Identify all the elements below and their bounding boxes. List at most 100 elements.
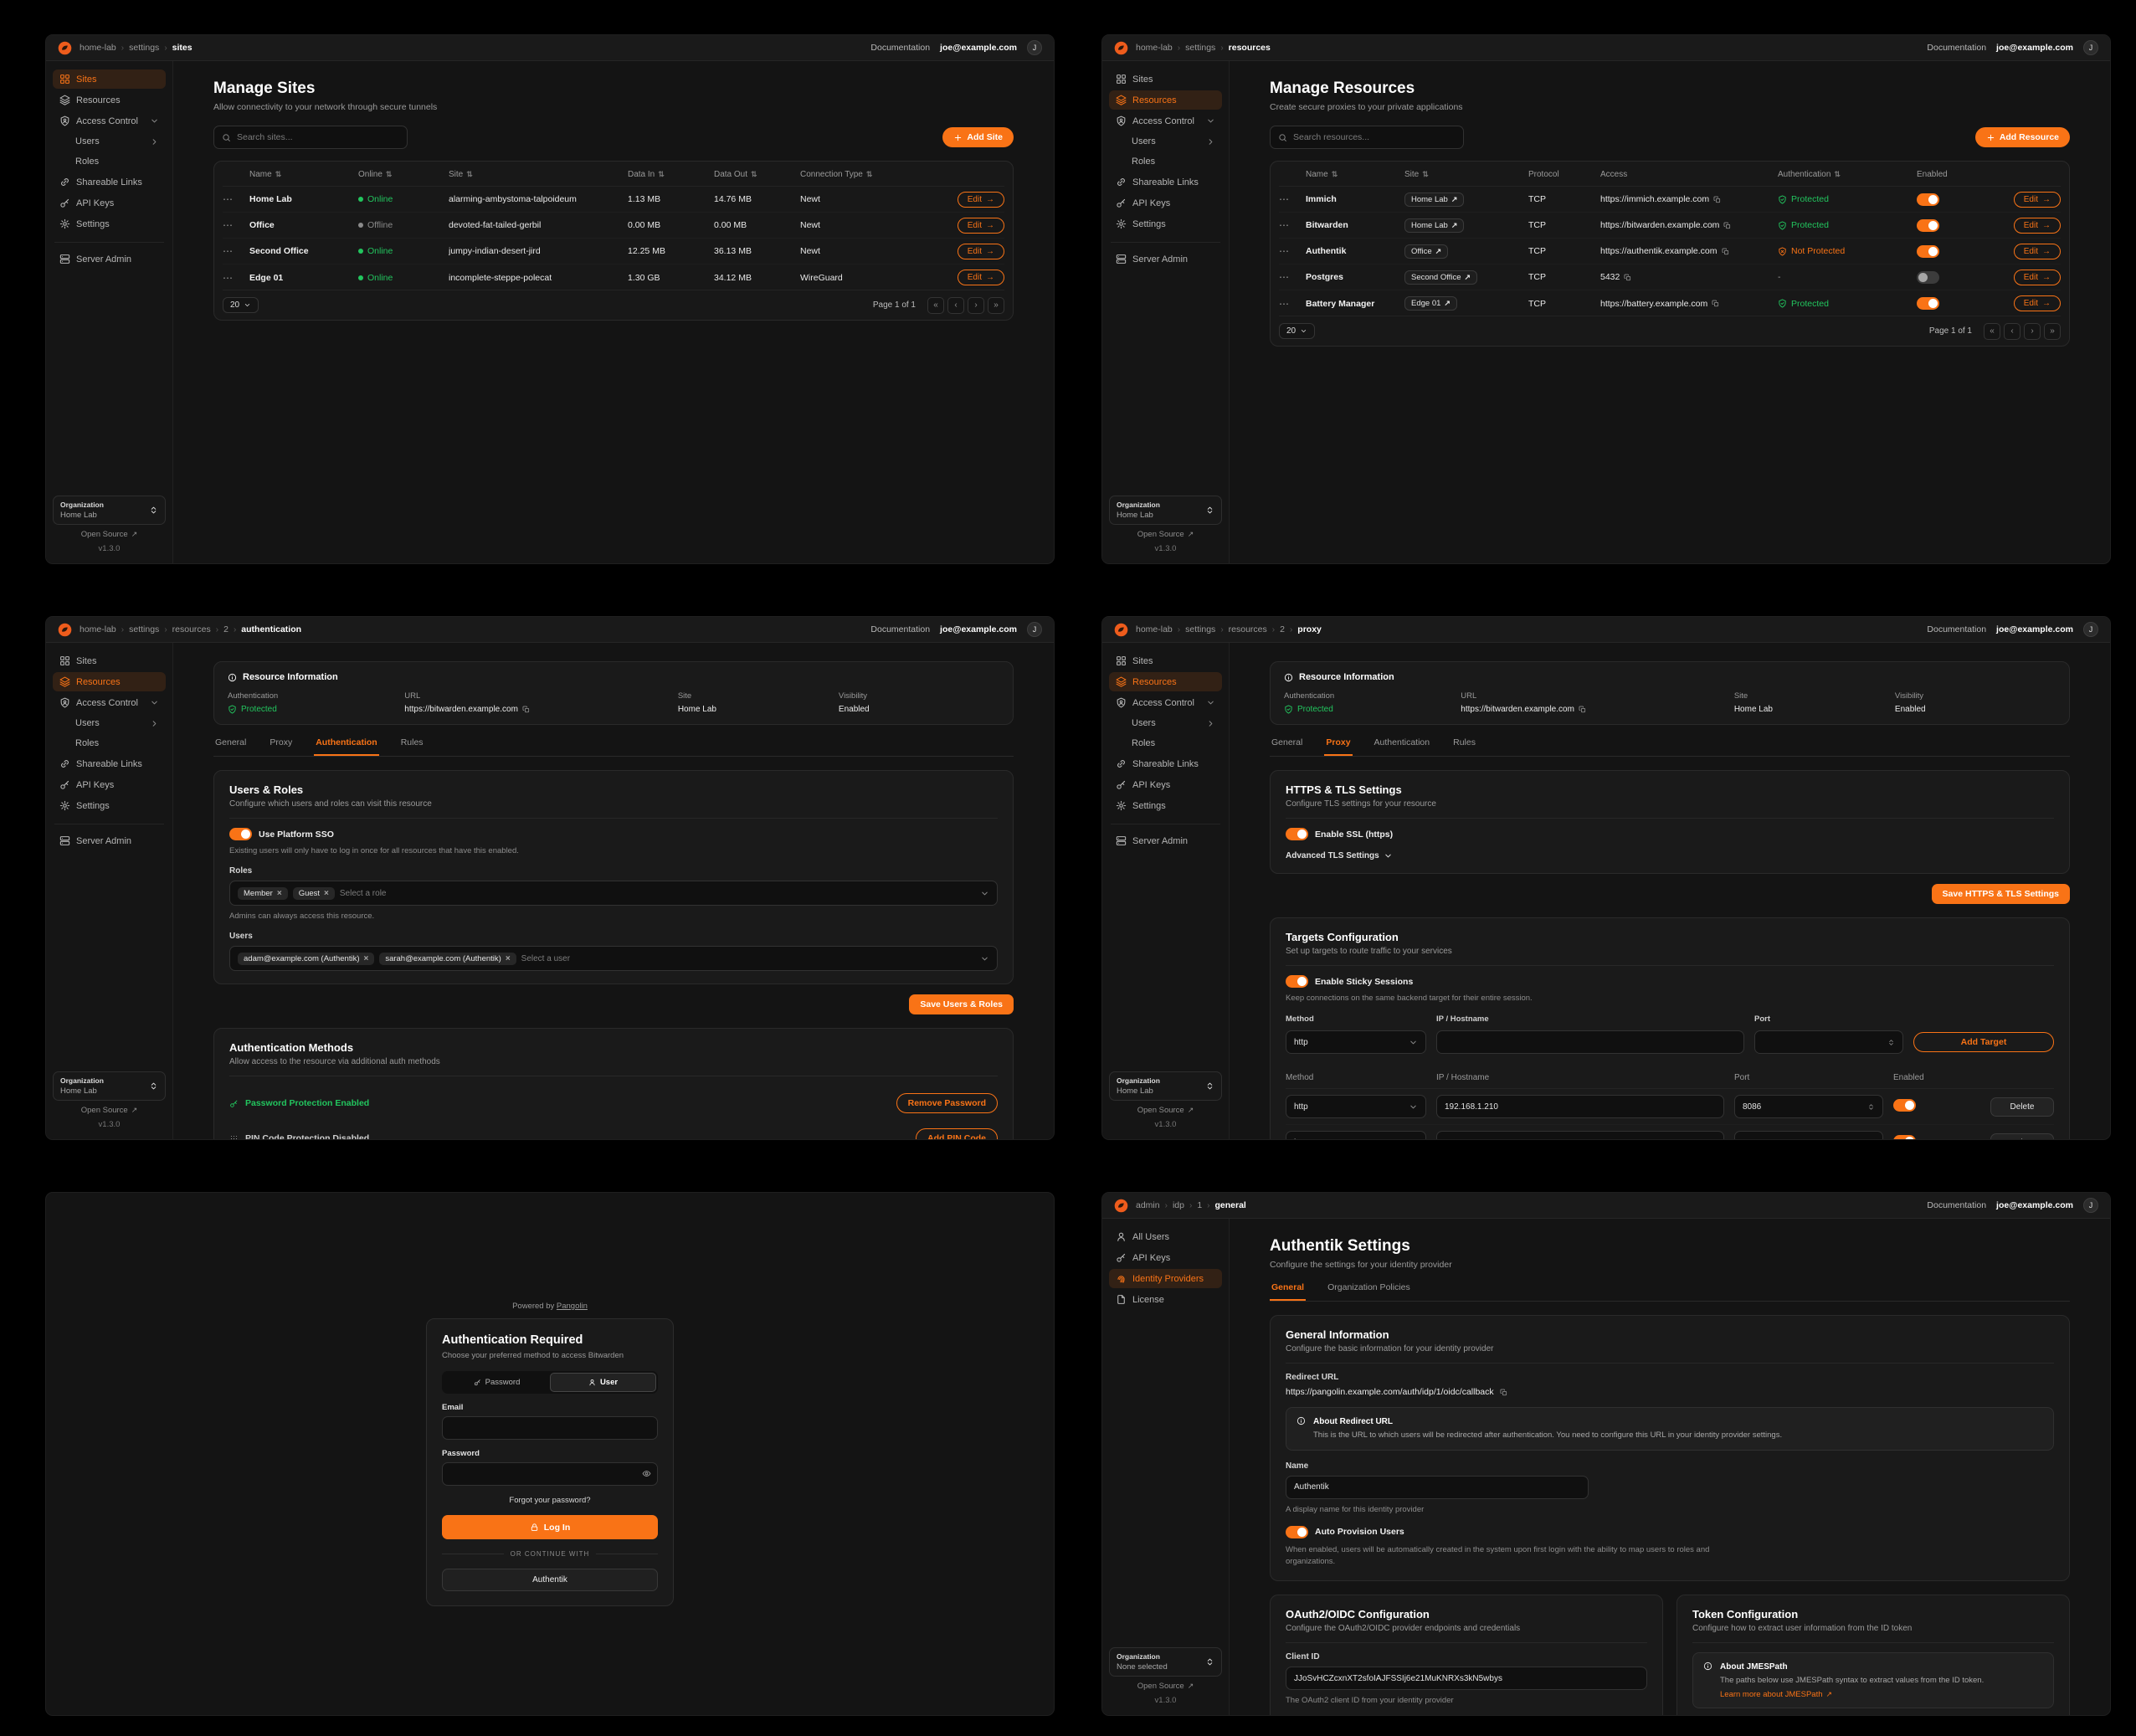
target-method-select[interactable]: http: [1286, 1095, 1426, 1118]
ip-hostname-input[interactable]: [1436, 1030, 1744, 1054]
sidebar-item-api-keys[interactable]: API Keys: [53, 193, 166, 213]
avatar[interactable]: J: [1027, 40, 1042, 55]
copy-icon[interactable]: [522, 706, 530, 713]
stepper-icon[interactable]: [1867, 1139, 1875, 1140]
stepper-icon[interactable]: [1867, 1103, 1875, 1111]
sidebar-item-settings[interactable]: Settings: [53, 214, 166, 234]
platform-sso-toggle[interactable]: [229, 828, 252, 840]
first-page-button[interactable]: «: [1984, 322, 2000, 340]
avatar[interactable]: J: [2083, 1198, 2098, 1213]
open-source-link[interactable]: Open Source ↗: [1137, 530, 1194, 539]
organization-selector[interactable]: Organization Home Lab: [53, 1071, 166, 1101]
tab-rules[interactable]: Rules: [400, 737, 424, 747]
sidebar-item-users[interactable]: Users: [1109, 132, 1222, 151]
site-link-chip[interactable]: Office ↗: [1404, 244, 1449, 259]
rows-per-page-select[interactable]: 20: [223, 297, 259, 313]
tab-organization-policies[interactable]: Organization Policies: [1327, 1282, 1410, 1292]
sidebar-item-api-keys[interactable]: API Keys: [1109, 775, 1222, 794]
prev-page-button[interactable]: ‹: [2004, 322, 2020, 340]
row-menu-button[interactable]: ⋯: [1279, 245, 1289, 257]
breadcrumb-item[interactable]: 2: [1280, 624, 1285, 634]
target-port-input[interactable]: 8086: [1734, 1131, 1883, 1139]
target-method-select[interactable]: http: [1286, 1131, 1426, 1139]
row-menu-button[interactable]: ⋯: [1279, 271, 1289, 283]
column-header-name[interactable]: Name ⇅: [1306, 170, 1338, 179]
edit-button[interactable]: Edit →: [957, 217, 1004, 234]
edit-button[interactable]: Edit →: [2013, 295, 2061, 311]
first-page-button[interactable]: «: [927, 296, 944, 314]
add-site-button[interactable]: Add Site: [942, 127, 1014, 147]
column-header-site[interactable]: Site ⇅: [449, 170, 473, 179]
breadcrumb-item[interactable]: settings: [1185, 43, 1216, 53]
edit-button[interactable]: Edit →: [2013, 243, 2061, 259]
tab-general[interactable]: General: [1271, 737, 1303, 747]
sidebar-item-roles[interactable]: Roles: [75, 157, 100, 167]
row-menu-button[interactable]: ⋯: [1279, 297, 1289, 310]
sidebar-item-sites[interactable]: Sites: [53, 651, 166, 670]
save-users-roles-button[interactable]: Save Users & Roles: [909, 994, 1014, 1014]
delete-target-button[interactable]: Delete: [1990, 1133, 2054, 1139]
documentation-link[interactable]: Documentation: [870, 43, 931, 53]
organization-selector[interactable]: Organization Home Lab: [53, 496, 166, 525]
column-header-data-in[interactable]: Data In ⇅: [628, 170, 665, 179]
sidebar-item-users[interactable]: Users: [1109, 714, 1222, 732]
edit-button[interactable]: Edit →: [957, 243, 1004, 259]
log-in-button[interactable]: Log In: [442, 1515, 658, 1539]
save-tls-settings-button[interactable]: Save HTTPS & TLS Settings: [1931, 884, 2070, 904]
edit-button[interactable]: Edit →: [2013, 269, 2061, 285]
column-header-connection-type[interactable]: Connection Type ⇅: [800, 170, 873, 179]
user-method-tab[interactable]: User: [550, 1373, 656, 1392]
password-method-tab[interactable]: Password: [444, 1373, 550, 1392]
copy-icon[interactable]: [1713, 196, 1721, 203]
target-enabled-toggle[interactable]: [1893, 1099, 1916, 1112]
tab-rules[interactable]: Rules: [1453, 737, 1476, 747]
site-link-chip[interactable]: Edge 01 ↗: [1404, 296, 1457, 311]
sidebar-item-server-admin[interactable]: Server Admin: [1109, 831, 1222, 850]
user-email[interactable]: joe@example.com: [940, 624, 1017, 634]
breadcrumb-item[interactable]: idp: [1172, 1200, 1184, 1210]
breadcrumb-item[interactable]: 1: [1197, 1200, 1203, 1210]
avatar[interactable]: J: [2083, 622, 2098, 637]
sidebar-item-resources[interactable]: Resources: [1109, 672, 1222, 691]
delete-target-button[interactable]: Delete: [1990, 1097, 2054, 1117]
sidebar-item-license[interactable]: License: [1109, 1290, 1222, 1309]
organization-selector[interactable]: Organization Home Lab: [1109, 1071, 1222, 1101]
row-menu-button[interactable]: ⋯: [1279, 219, 1289, 231]
last-page-button[interactable]: »: [988, 296, 1004, 314]
enabled-toggle[interactable]: [1917, 218, 1939, 232]
sidebar-item-identity-providers[interactable]: Identity Providers: [1109, 1269, 1222, 1288]
copy-icon[interactable]: [1723, 222, 1731, 229]
sidebar-item-access-control[interactable]: Access Control: [53, 693, 166, 712]
sidebar-item-shareable-links[interactable]: Shareable Links: [1109, 754, 1222, 773]
edit-button[interactable]: Edit →: [957, 191, 1004, 208]
eye-icon[interactable]: [642, 1469, 651, 1478]
row-menu-button[interactable]: ⋯: [223, 245, 233, 257]
breadcrumb-item[interactable]: settings: [129, 43, 160, 53]
tab-authentication[interactable]: Authentication: [314, 737, 379, 756]
target-ip-input[interactable]: [1436, 1095, 1724, 1118]
prev-page-button[interactable]: ‹: [947, 296, 964, 314]
sidebar-item-roles[interactable]: Roles: [75, 738, 100, 748]
open-source-link[interactable]: Open Source ↗: [80, 1106, 138, 1115]
enable-ssl-toggle[interactable]: [1286, 828, 1308, 840]
open-source-link[interactable]: Open Source ↗: [80, 530, 138, 539]
authentik-sso-button[interactable]: Authentik: [442, 1569, 658, 1591]
copy-icon[interactable]: [1712, 300, 1719, 307]
rows-per-page-select[interactable]: 20: [1279, 323, 1316, 339]
idp-name-input[interactable]: [1286, 1475, 1589, 1499]
breadcrumb-item[interactable]: 2: [223, 624, 228, 634]
sidebar-item-api-keys[interactable]: API Keys: [53, 775, 166, 794]
user-email[interactable]: joe@example.com: [1996, 1200, 2073, 1210]
sidebar-item-settings[interactable]: Settings: [1109, 214, 1222, 234]
enabled-toggle[interactable]: [1917, 193, 1939, 206]
next-page-button[interactable]: ›: [968, 296, 984, 314]
organization-selector[interactable]: Organization None selected: [1109, 1647, 1222, 1677]
breadcrumb-item[interactable]: resources: [1228, 624, 1267, 634]
organization-selector[interactable]: Organization Home Lab: [1109, 496, 1222, 525]
remove-chip-icon[interactable]: ×: [324, 888, 329, 898]
sidebar-item-sites[interactable]: Sites: [1109, 651, 1222, 670]
sidebar-item-server-admin[interactable]: Server Admin: [53, 249, 166, 269]
remove-password-button[interactable]: Remove Password: [896, 1093, 998, 1113]
sidebar-item-server-admin[interactable]: Server Admin: [53, 831, 166, 850]
sidebar-item-resources[interactable]: Resources: [53, 90, 166, 110]
